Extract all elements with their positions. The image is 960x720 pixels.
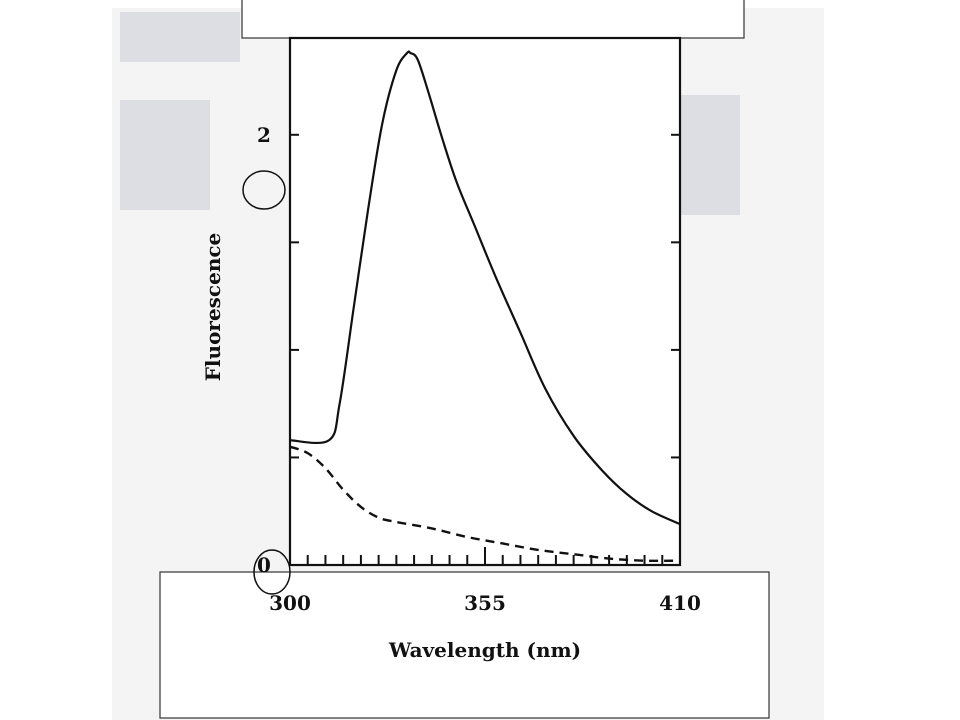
x-axis-title: Wavelength (nm) xyxy=(388,638,581,662)
x-tick-label: 355 xyxy=(464,591,506,615)
series-line-solid xyxy=(289,50,681,526)
y-tick-label: 0 xyxy=(257,553,271,577)
plot-area xyxy=(290,38,680,565)
x-tick-label: 410 xyxy=(659,591,701,615)
axis-ticks xyxy=(290,133,680,565)
y-tick-label: 2 xyxy=(257,123,271,147)
circle-annotation-2 xyxy=(242,170,286,210)
y-tick-labels: 02 xyxy=(257,123,271,577)
top-frame-box xyxy=(241,0,745,39)
x-tick-label: 300 xyxy=(269,591,311,615)
x-tick-labels: 300 355 410 xyxy=(269,591,701,615)
series-line-dashed xyxy=(289,445,681,563)
circle-annotation-0 xyxy=(253,549,291,595)
series-layer xyxy=(289,50,681,563)
bottom-frame-box xyxy=(159,571,770,719)
y-axis-title: Fluorescence xyxy=(201,233,225,382)
